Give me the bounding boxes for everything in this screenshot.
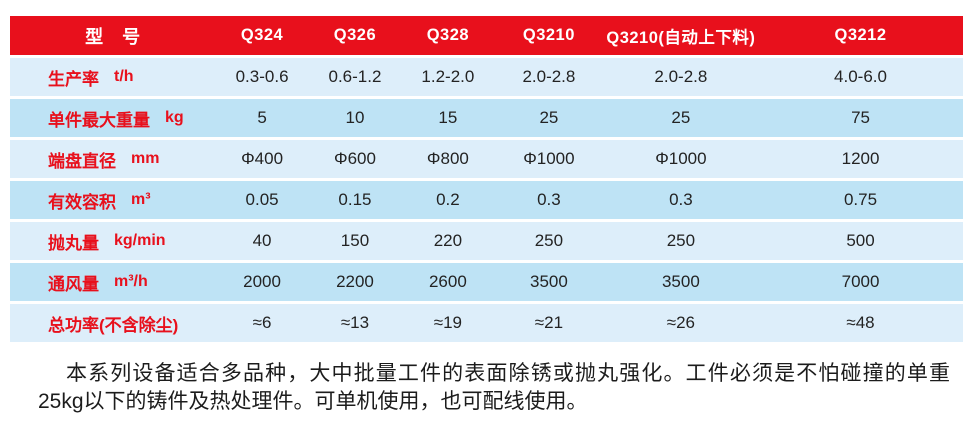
row-header-cell: 抛丸量 kg/min (10, 222, 216, 260)
row-header-cell: 单件最大重量 kg (10, 99, 216, 137)
table-cell: ≈26 (666, 313, 696, 332)
row-unit: kg (165, 109, 184, 126)
row-unit: kg/min (114, 232, 166, 249)
table-cell: 4.0-6.0 (834, 67, 887, 86)
table-cell: 0.3 (669, 190, 693, 209)
table-cell: 2000 (243, 272, 281, 291)
table-cell: Φ800 (426, 149, 469, 168)
header-model: Q324 (240, 26, 284, 44)
header-model-label: 型 号 (85, 26, 141, 47)
table-cell: 0.3 (537, 190, 561, 209)
row-label: 有效容积 (48, 192, 116, 212)
table-cell: 2.0-2.8 (522, 67, 576, 86)
table-cell: 0.75 (843, 190, 878, 209)
table-cell: Φ400 (241, 149, 284, 168)
table-cell: 0.2 (436, 190, 460, 209)
table-cell: 25 (671, 108, 691, 127)
table-row: 通风量 m³/h 2000 2200 2600 3500 3500 7000 (10, 263, 963, 301)
table-cell: Φ1000 (523, 149, 575, 168)
table-cell: 1200 (841, 149, 880, 168)
table-cell: 2600 (428, 272, 467, 291)
table-cell: 2200 (336, 272, 374, 291)
header-model: Q3212 (834, 26, 887, 44)
row-header-cell: 生产率 t/h (10, 58, 216, 96)
spec-table: 型 号 Q324 Q326 Q328 Q3210 Q3210(自动上下料) Q3212 生… (10, 16, 963, 345)
row-label: 总功率(不含除尘) (48, 315, 179, 335)
table-cell: Φ600 (334, 149, 376, 168)
row-label: 端盘直径 (48, 151, 116, 171)
table-cell: 0.15 (338, 190, 372, 209)
table-cell: 10 (345, 108, 365, 127)
table-row: 生产率 t/h 0.3-0.6 0.6-1.2 1.2-2.0 2.0-2.8 2.0-2.… (10, 58, 963, 96)
row-label: 单件最大重量 (48, 110, 150, 130)
table-cell: ≈19 (433, 313, 463, 332)
description-paragraph: 本系列设备适合多品种，大中批量工件的表面除锈或抛丸强化。工件必须是不怕碰撞的单重… (38, 362, 950, 413)
table-row: 有效容积 m³ 0.05 0.15 0.2 0.3 0.3 0.75 (10, 181, 963, 219)
table-cell: 500 (846, 231, 875, 250)
table-cell: ≈21 (534, 313, 564, 332)
table-cell: 5 (257, 108, 267, 127)
row-header-cell: 总功率(不含除尘) (10, 304, 216, 342)
table-cell: 7000 (841, 272, 880, 291)
header-model: Q326 (333, 26, 377, 44)
row-label: 生产率 (48, 69, 99, 89)
table-cell: 250 (666, 231, 696, 250)
row-header-cell: 端盘直径 mm (10, 140, 216, 178)
table-cell: ≈6 (252, 313, 272, 332)
row-unit: m³ (131, 191, 151, 208)
header-model: Q328 (426, 26, 470, 44)
row-header-cell: 通风量 m³/h (10, 263, 216, 301)
table-cell: 75 (851, 108, 870, 127)
table-cell: ≈48 (846, 313, 875, 332)
table-cell: 1.2-2.0 (421, 67, 475, 86)
table-cell: 250 (534, 231, 564, 250)
table-cell: 0.05 (245, 190, 279, 209)
row-label: 抛丸量 (48, 233, 99, 253)
table-cell: 0.6-1.2 (328, 67, 382, 86)
table-cell: 3500 (661, 272, 700, 291)
header-model: Q3210(自动上下料) (606, 28, 756, 47)
table-cell: 15 (438, 108, 458, 127)
table-header-row: 型 号 Q324 Q326 Q328 Q3210 Q3210(自动上下料) Q3212 (10, 16, 963, 55)
table-cell: 25 (539, 108, 559, 127)
table-cell: ≈13 (340, 313, 370, 332)
row-header-cell: 有效容积 m³ (10, 181, 216, 219)
table-cell: 220 (433, 231, 463, 250)
table-row: 单件最大重量 kg 5 10 15 25 25 75 (10, 99, 963, 137)
table-row: 端盘直径 mm Φ400 Φ600 Φ800 Φ1000 Φ1000 1200 (10, 140, 963, 178)
row-label: 通风量 (48, 274, 99, 294)
table-cell: 2.0-2.8 (654, 67, 708, 86)
table-cell: 150 (340, 231, 370, 250)
table-row: 抛丸量 kg/min 40 150 220 250 250 500 (10, 222, 963, 260)
row-unit: t/h (114, 68, 134, 85)
table-body: 生产率 t/h 0.3-0.6 0.6-1.2 1.2-2.0 2.0-2.8 2.0-2.… (10, 58, 963, 342)
table-cell: 0.3-0.6 (235, 67, 289, 86)
table-cell: Φ1000 (655, 149, 707, 168)
header-model: Q3210 (522, 26, 575, 44)
table-cell: 3500 (529, 272, 568, 291)
row-unit: m³/h (114, 273, 148, 290)
table-row: 总功率(不含除尘) ≈6 ≈13 ≈19 ≈21 ≈26 ≈48 (10, 304, 963, 342)
row-unit: mm (131, 150, 160, 167)
table-cell: 40 (252, 231, 272, 250)
